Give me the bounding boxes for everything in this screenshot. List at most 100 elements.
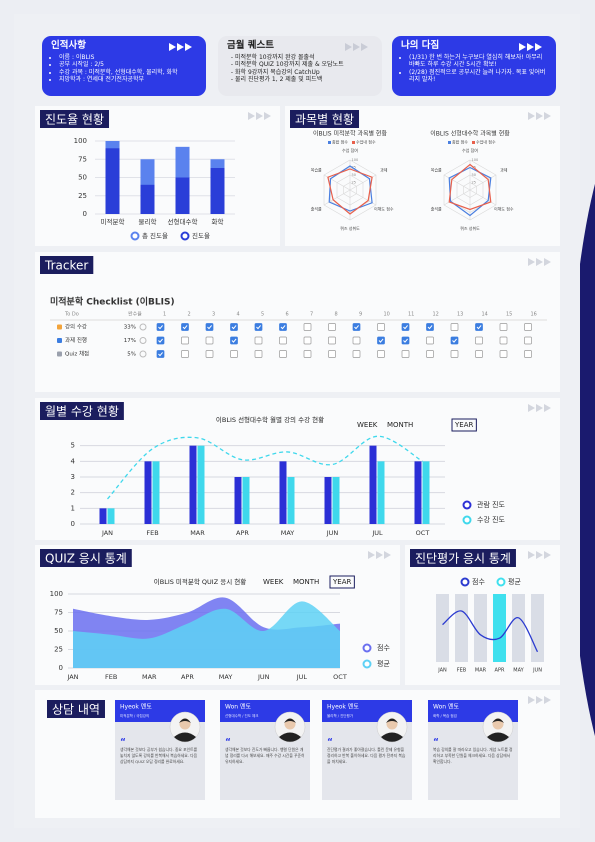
- period-button[interactable]: YEAR: [332, 578, 351, 586]
- bar: [140, 184, 155, 214]
- card-item: 수강 과목 : 미적분학, 선형대수학, 물리학, 화학: [59, 69, 197, 77]
- task-icon: [57, 338, 62, 343]
- mentor-name: Won 멘토: [433, 703, 459, 711]
- checkbox: [181, 336, 189, 345]
- check-icon: [158, 325, 163, 330]
- x-tick-label: JAN: [437, 668, 447, 674]
- legend-marker: [448, 141, 451, 144]
- check-icon: [378, 338, 384, 343]
- period-button[interactable]: MONTH: [293, 578, 319, 586]
- checkbox: [352, 323, 361, 331]
- checkbox: [426, 350, 434, 358]
- r-tick-label: 25: [472, 181, 476, 185]
- column-bg: [512, 594, 525, 662]
- y-tick-label: 0: [83, 210, 87, 218]
- section-title: 진도율 현황: [45, 113, 104, 127]
- day-header: 8: [335, 312, 338, 318]
- arrow-icon: [544, 551, 551, 559]
- mentor-name: Won 멘토: [225, 703, 251, 711]
- note-wrap: 복습 강의를 잘 따라오고 있습니다. 개념 노트를 정리하고 부족한 단원을 …: [433, 747, 513, 764]
- y-tick-label: 3: [71, 473, 75, 481]
- day-header: 1: [163, 312, 166, 318]
- arrow-icon: [376, 551, 383, 559]
- check-icon: [403, 338, 408, 343]
- card-title: 인적사항: [51, 40, 86, 51]
- rate-label: 33%: [124, 325, 136, 331]
- axis-label: 과제: [500, 167, 508, 173]
- section-title: Tracker: [44, 259, 88, 273]
- arrow-icon: [528, 404, 535, 412]
- checkbox: [181, 350, 189, 358]
- rate-ring: [139, 323, 147, 331]
- x-tick-label: FEB: [457, 668, 467, 674]
- panel: QUIZ 응시 통계 이BLIS 미적분학 QUIZ 응시 현황 WEEK MONTH…: [35, 545, 400, 685]
- checkbox: [401, 350, 410, 358]
- day-header: 7: [310, 312, 313, 318]
- card-item: 미적분학 QUIZ 10강까지 제출 & 오답노트: [235, 61, 373, 69]
- checkbox: [475, 336, 483, 345]
- panel: 진단평가 응시 통계 JAN FEB MAR APR MAY JUN 점수 평균: [405, 545, 560, 685]
- period-button[interactable]: YEAR: [454, 421, 473, 429]
- x-tick-label: JUL: [296, 673, 308, 681]
- day-header: 13: [457, 312, 463, 318]
- checkbox: [450, 350, 459, 358]
- arrow-icon: [544, 404, 551, 412]
- bar: [332, 477, 340, 524]
- y-tick-label: 2: [71, 489, 75, 497]
- y-tick-label: 0: [59, 664, 63, 672]
- r-tick-label: 100: [352, 158, 359, 162]
- check-icon: [207, 325, 212, 330]
- checkbox: [499, 323, 508, 331]
- info-card: 인적사항이름 : 이BLIS공부 시작일 : 2/5수강 과목 : 미적분학, …: [42, 36, 206, 96]
- axis-label: 과제: [380, 167, 388, 173]
- arrow-icons: [519, 43, 542, 51]
- panel: 과목별 현황 이BLIS 미적분학 과목별 현황 25 50 75 100 수업 참여 과제 이…: [285, 106, 560, 246]
- checkbox: [254, 350, 263, 358]
- legend-label: 종합 점수: [452, 139, 468, 145]
- x-tick-label: 미적분학: [101, 217, 125, 226]
- panel: 진도율 현황 0 25 50 75 100 미적분학 물리학 선형대수학 화학 총 진도율 진도율: [35, 106, 280, 246]
- legend-label: 총 진도율: [142, 231, 168, 240]
- note-wrap: 진단평가 결과가 좋아졌습니다. 틀린 문제 유형을 정리하고 반복 풀이하세요…: [327, 747, 405, 764]
- section-title: 과목별 현황: [295, 113, 354, 127]
- column-header: 완수율: [128, 311, 142, 318]
- check-icon: [403, 325, 408, 330]
- info-card: 나의 다짐 (1/31) 한 번 하는거 누구보다 열심히 해보자! 아무리 바빠…: [392, 36, 556, 96]
- mentor-subtitle: 물리학 / 진단평가: [327, 713, 354, 718]
- section-title-bg: [40, 549, 132, 567]
- avatar-hair: [284, 718, 296, 723]
- legend-label: 평균: [508, 577, 521, 586]
- x-tick-label: JUN: [257, 673, 270, 681]
- arrow-icon: [544, 258, 551, 266]
- counsel-text: 생각해본 것보다 공부가 쉽습니다. 중요 포인트를 놓치지 않도록 강의를 반…: [120, 747, 198, 764]
- check-icon: [231, 338, 237, 343]
- arrow-icon: [536, 404, 543, 412]
- task-icon: [57, 351, 62, 357]
- arrow-icon: [528, 551, 535, 559]
- x-tick-label: MAY: [513, 668, 524, 674]
- card-item: 지망학과 : 연세대 전기전자공학부: [59, 76, 197, 84]
- chart-title: 이BLIS 미적분학 과목별 현황: [313, 130, 387, 138]
- quote-mark: “: [120, 738, 126, 748]
- line: [442, 610, 539, 653]
- period-button[interactable]: WEEK: [263, 578, 284, 586]
- axis-label: 이해도 점수: [494, 206, 514, 212]
- card-item: 물리 진단평가 1, 2 제출 및 피드백: [235, 76, 373, 84]
- highlight-column: [493, 594, 506, 662]
- x-tick-label: MAY: [281, 529, 295, 537]
- period-button[interactable]: WEEK: [357, 421, 378, 429]
- column-bg: [436, 594, 449, 662]
- checkbox: [377, 336, 385, 345]
- section-title-bg: [40, 402, 124, 420]
- y-tick-label: 25: [54, 646, 63, 654]
- bar: [197, 445, 205, 524]
- task-label: 과제 진행: [65, 336, 87, 344]
- legend-label: 수강 진도: [477, 515, 506, 524]
- checkbox: [303, 350, 312, 358]
- x-tick-label: MAY: [219, 673, 233, 681]
- legend-label: 평균: [377, 659, 390, 668]
- legend-label: 점수: [377, 644, 390, 652]
- period-button[interactable]: MONTH: [387, 421, 413, 429]
